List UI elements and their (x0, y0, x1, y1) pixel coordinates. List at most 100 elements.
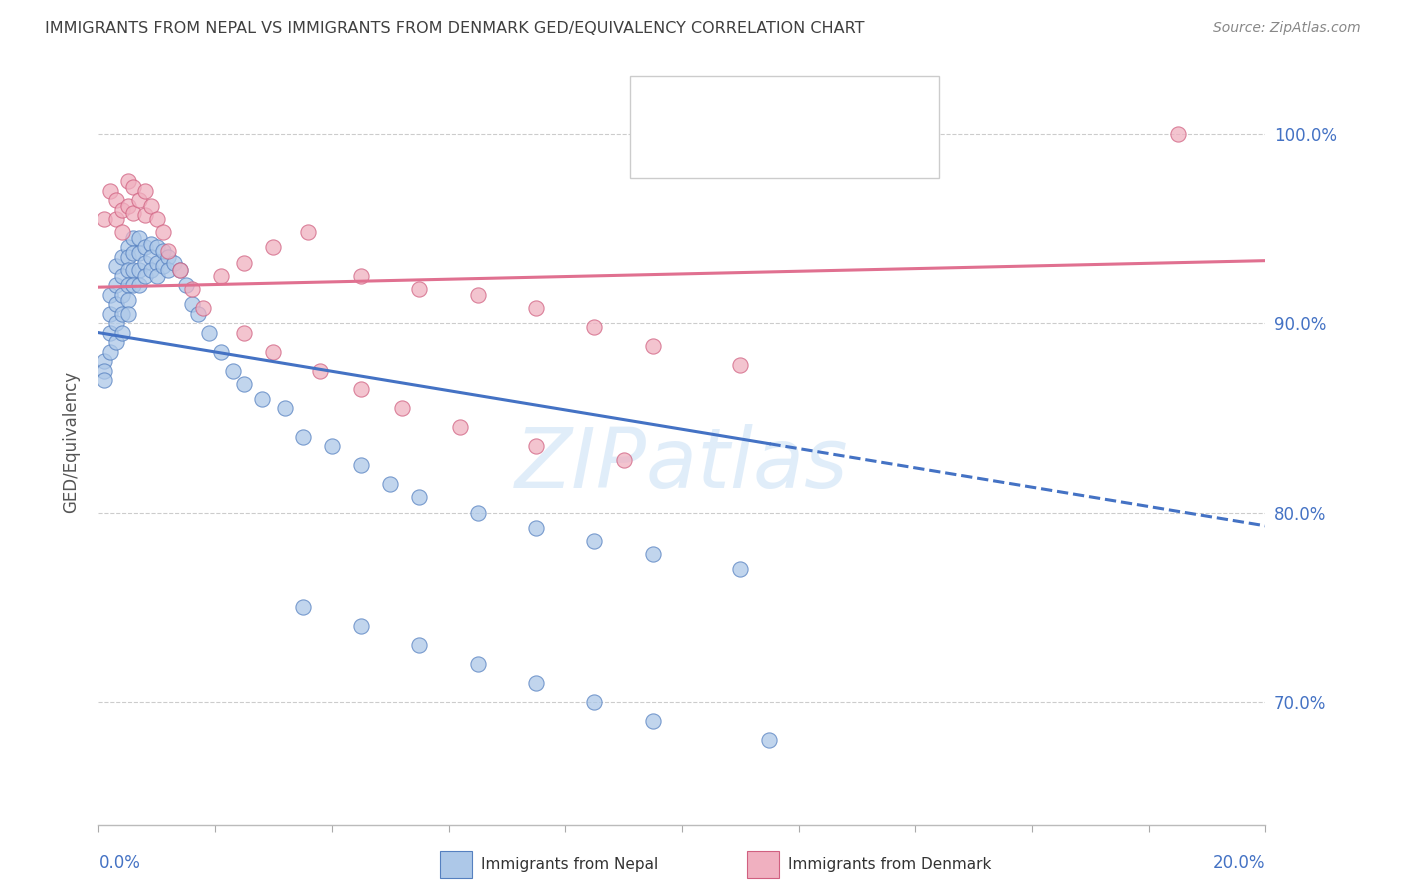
Point (152, 260, 174, 274)
Point (93, 363, 115, 377)
Point (467, 287, 489, 301)
Point (146, 268, 169, 283)
Point (209, 344, 232, 359)
Point (111, 268, 134, 283)
FancyBboxPatch shape (747, 851, 779, 878)
Point (187, 307, 209, 321)
Point (117, 199, 139, 213)
Point (93, 354, 115, 368)
Point (350, 383, 373, 397)
Point (641, 547, 664, 561)
Text: Immigrants from Nepal: Immigrants from Nepal (481, 857, 658, 871)
FancyBboxPatch shape (630, 76, 939, 178)
Point (198, 326, 221, 340)
Point (583, 533, 606, 548)
Point (612, 452, 634, 467)
Point (157, 250, 180, 264)
Point (104, 278, 127, 293)
Point (98, 344, 121, 359)
Point (297, 225, 319, 239)
Text: N =: N = (828, 141, 868, 159)
Point (250, 392, 273, 406)
Point (117, 263, 139, 277)
Point (174, 278, 197, 293)
Point (467, 657, 489, 672)
Text: R =: R = (697, 141, 737, 159)
Point (321, 439, 343, 453)
Point (117, 293, 139, 308)
Point (128, 278, 150, 293)
Point (134, 268, 156, 283)
Point (524, 521, 547, 535)
Point (193, 301, 215, 315)
Point (730, 562, 752, 576)
Point (350, 268, 373, 283)
Point (641, 714, 664, 728)
Point (139, 199, 162, 213)
Point (157, 263, 180, 277)
Point (111, 225, 134, 239)
Text: 0.053: 0.053 (742, 141, 806, 159)
Point (104, 335, 127, 350)
Point (128, 231, 150, 245)
Point (98, 307, 121, 321)
Point (262, 240, 284, 254)
Point (104, 297, 127, 311)
Point (152, 244, 174, 259)
Point (221, 363, 243, 377)
Point (730, 358, 752, 372)
Text: 73: 73 (872, 95, 896, 112)
Text: 40: 40 (872, 141, 896, 159)
Point (233, 255, 256, 269)
Point (180, 297, 202, 311)
Point (139, 263, 162, 277)
Point (104, 316, 127, 330)
Point (309, 363, 332, 377)
Point (128, 246, 150, 260)
Point (111, 326, 134, 340)
Point (111, 202, 134, 217)
Point (408, 282, 430, 296)
Point (122, 206, 145, 220)
Point (641, 339, 664, 353)
Point (146, 255, 169, 269)
Point (583, 695, 606, 709)
Text: ZIPatlas: ZIPatlas (515, 424, 849, 505)
Point (117, 240, 139, 254)
Text: Immigrants from Denmark: Immigrants from Denmark (787, 857, 991, 871)
Point (117, 307, 139, 321)
Point (98, 184, 121, 198)
Point (134, 240, 156, 254)
Point (93, 211, 115, 226)
Point (262, 344, 284, 359)
Point (117, 250, 139, 264)
Point (391, 401, 413, 416)
Point (117, 174, 139, 188)
Text: -0.170: -0.170 (742, 95, 807, 112)
Point (122, 231, 145, 245)
Text: 20.0%: 20.0% (1213, 854, 1265, 871)
Text: R =: R = (697, 95, 737, 112)
Point (1167, 127, 1189, 141)
FancyBboxPatch shape (645, 136, 686, 166)
Y-axis label: GED/Equivalency: GED/Equivalency (62, 370, 80, 513)
Text: 0.0%: 0.0% (98, 854, 141, 871)
Point (122, 179, 145, 194)
FancyBboxPatch shape (645, 89, 686, 120)
Point (233, 376, 256, 391)
Point (93, 373, 115, 387)
Point (467, 506, 489, 520)
Point (111, 287, 134, 301)
Point (169, 263, 191, 277)
Point (104, 211, 127, 226)
Point (104, 260, 127, 274)
Point (122, 246, 145, 260)
Point (139, 236, 162, 251)
Point (117, 278, 139, 293)
Point (146, 211, 169, 226)
Point (134, 184, 156, 198)
Point (291, 430, 314, 444)
Point (274, 401, 297, 416)
FancyBboxPatch shape (440, 851, 472, 878)
Point (169, 263, 191, 277)
